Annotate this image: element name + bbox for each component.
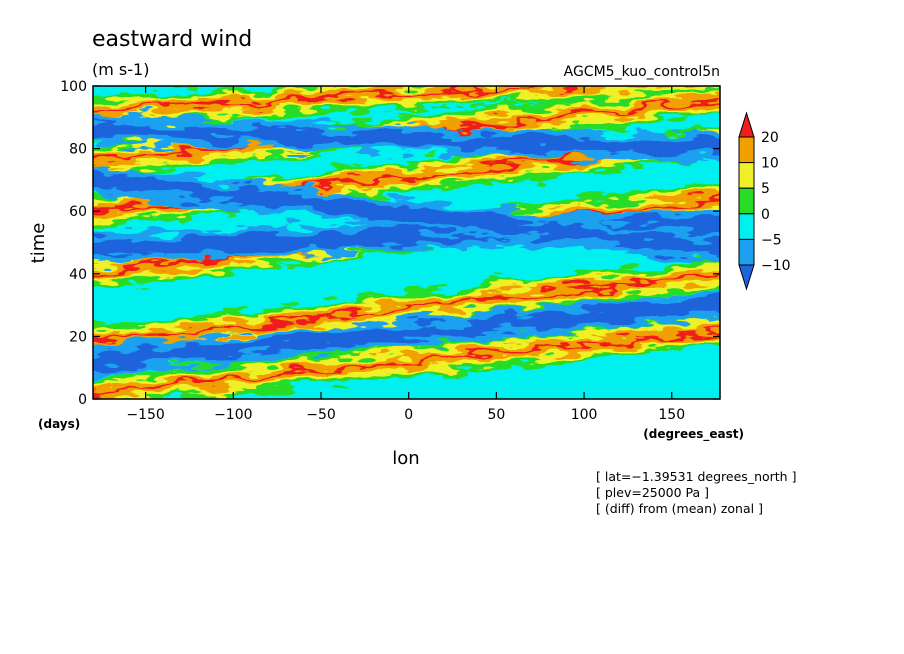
y-tick-label: 20 xyxy=(69,329,87,345)
westerly-band-5-layer-3 xyxy=(93,86,579,113)
heatmap-field xyxy=(93,86,720,399)
westerly-band-0-layer-3 xyxy=(93,328,720,395)
x-tick-label: −100 xyxy=(214,407,252,423)
colorbar-label: −10 xyxy=(761,258,791,274)
easterly-band-8-layer-1 xyxy=(93,172,720,257)
model-name: AGCM5_kuo_control5n xyxy=(564,64,720,80)
colorbar-swatch xyxy=(738,162,755,189)
westerly-band-5-layer-2 xyxy=(93,86,668,118)
x-tick-label: −50 xyxy=(306,407,336,423)
y-axis-units: (days) xyxy=(38,417,80,431)
x-axis-label: lon xyxy=(392,448,419,469)
y-tick-label: 80 xyxy=(69,142,87,158)
x-tick-label: 0 xyxy=(404,407,413,423)
chart-units: (m s-1) xyxy=(92,60,149,79)
easterly-band-6-layer-1 xyxy=(93,297,720,369)
colorbar: 20 10 5 0 −5 −10 xyxy=(738,111,791,291)
y-axis-label: time xyxy=(28,223,49,264)
x-axis-units: (degrees_east) xyxy=(643,427,744,442)
annotation-plev: [ plev=25000 Pa ] xyxy=(596,485,710,500)
colorbar-label: 0 xyxy=(761,207,770,223)
x-tick-label: 150 xyxy=(658,407,685,423)
easterly-band-9-layer-1 xyxy=(93,122,720,157)
y-tick-label: 60 xyxy=(69,204,87,220)
y-tick-label: 100 xyxy=(60,79,87,95)
colorbar-label: 10 xyxy=(761,156,779,172)
colorbar-extend-min xyxy=(738,264,755,291)
colorbar-swatch xyxy=(738,187,755,215)
chart-title: eastward wind xyxy=(92,27,252,52)
annotation-diff: [ (diff) from (mean) zonal ] xyxy=(596,501,763,516)
x-tick-label: −150 xyxy=(126,407,164,423)
westerly-band-1-layer-3 xyxy=(93,272,720,345)
y-tick-label: 40 xyxy=(69,267,87,283)
y-axis: 0 20 40 60 80 100 xyxy=(60,79,720,408)
annotation-lat: [ lat=−1.39531 degrees_north ] xyxy=(596,469,797,484)
colorbar-swatch xyxy=(738,136,755,164)
x-tick-label: 100 xyxy=(571,407,598,423)
y-tick-label: 0 xyxy=(78,392,87,408)
westerly-band-5-layer-1 xyxy=(93,86,720,123)
colorbar-swatch xyxy=(738,238,755,266)
x-tick-label: 50 xyxy=(487,407,505,423)
colorbar-label: −5 xyxy=(761,232,782,248)
colorbar-extend-max xyxy=(738,111,755,138)
x-axis: −150 −100 −50 0 50 100 150 xyxy=(126,86,685,423)
colorbar-swatch xyxy=(738,213,755,240)
plot-frame xyxy=(92,85,721,400)
colorbar-label: 20 xyxy=(761,130,779,146)
colorbar-label: 5 xyxy=(761,181,770,197)
